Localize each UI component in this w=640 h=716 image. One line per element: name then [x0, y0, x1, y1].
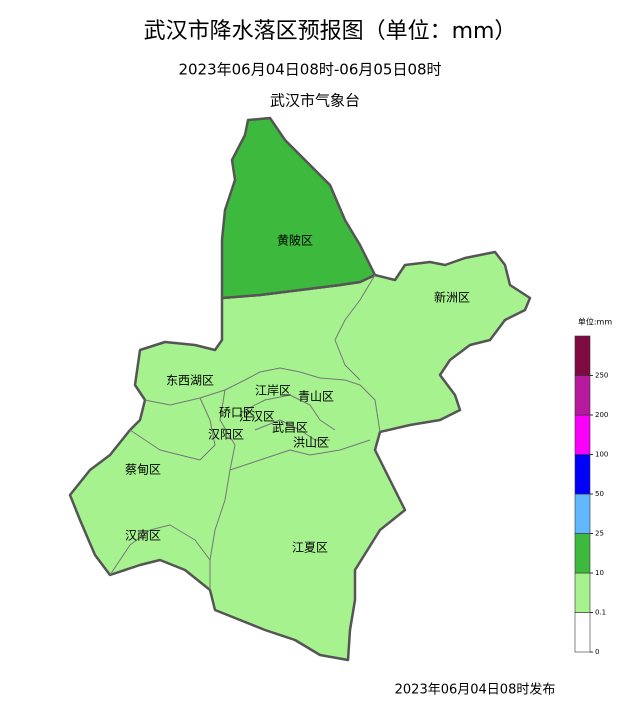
district-label: 江岸区 [255, 384, 291, 398]
district-label: 新洲区 [434, 290, 470, 305]
release: 2023年06月04日08时发布 [395, 682, 556, 698]
legend-swatch [574, 375, 591, 416]
region-huangpi [220, 116, 377, 300]
map [68, 116, 532, 662]
region-rest [68, 250, 532, 662]
legend-tick-label: 200 [595, 411, 608, 419]
title: 武汉市降水落区预报图（单位：mm） [144, 19, 517, 44]
legend-tick-label: 250 [595, 372, 608, 380]
district-label: 汉阳区 [208, 428, 244, 442]
legend-swatch [574, 454, 591, 495]
legend-tick-label: 25 [595, 530, 604, 538]
district-label: 江夏区 [292, 541, 328, 555]
district-label: 黄陂区 [277, 233, 313, 248]
district-label: 洪山区 [293, 436, 329, 450]
legend-tick-label: 0.1 [595, 609, 606, 617]
district-label: 汉南区 [125, 528, 161, 543]
legend-swatch [574, 414, 591, 455]
district-label: 武昌区 [272, 421, 308, 435]
legend-tick-label: 100 [595, 451, 608, 459]
legend-swatch [574, 335, 591, 376]
district-label: 蔡甸区 [125, 463, 161, 477]
district-label: 东西湖区 [166, 373, 214, 388]
district-label: 硚口区 [219, 406, 255, 420]
legend-swatch [574, 612, 591, 653]
issuer: 武汉市气象台 [270, 92, 360, 110]
legend-swatch [574, 533, 591, 574]
legend-swatch [574, 572, 591, 613]
legend-tick-label: 50 [595, 490, 604, 498]
district-borders [109, 274, 381, 590]
legend-tick-label: 0 [595, 648, 599, 656]
legend-swatch [574, 493, 591, 534]
district-label: 江汉区 [239, 410, 275, 424]
legend-unit: 单位:mm [578, 317, 612, 327]
district-label: 青山区 [298, 390, 334, 404]
subtitle: 2023年06月04日08时-06月05日08时 [178, 61, 441, 79]
legend-tick-label: 10 [595, 569, 604, 577]
